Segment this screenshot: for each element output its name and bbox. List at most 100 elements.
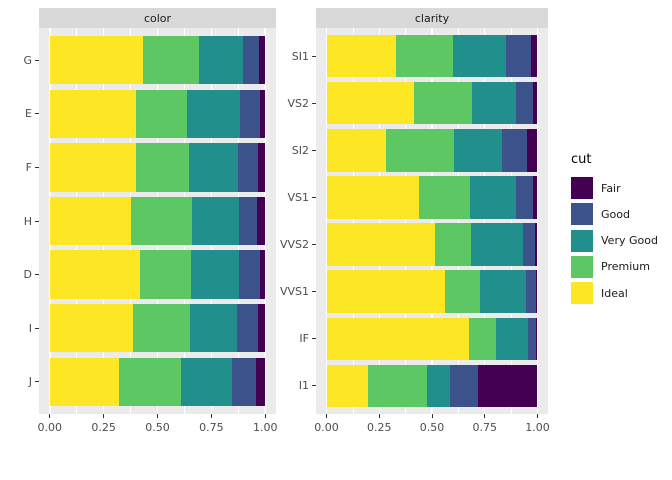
y-axis-label-SI2: SI2 <box>291 143 309 157</box>
bar-VS2-segment-fair <box>533 82 538 125</box>
y-axis-label-VS1: VS1 <box>287 190 309 204</box>
bar-F-segment-good <box>237 143 259 192</box>
y-axis-label-F: F <box>25 160 32 174</box>
bar-D-segment-premium <box>139 250 191 299</box>
facet-strip-color-label: color <box>143 11 172 25</box>
bar-VVS1-segment-very-good <box>480 270 526 313</box>
bar-VS2-segment-ideal <box>326 82 414 125</box>
x-axis-tick <box>49 414 51 418</box>
bar-J-segment-fair <box>255 357 265 406</box>
legend-label-good: Good <box>601 207 630 221</box>
bar-H <box>49 196 266 246</box>
bar-G <box>49 36 266 85</box>
bar-I-segment-good <box>237 304 259 353</box>
y-axis-label-E: E <box>25 107 32 121</box>
grid-minor-line <box>352 28 354 414</box>
x-axis-tick <box>157 414 158 418</box>
bar-E <box>49 89 266 138</box>
x-axis-label: 0.50 <box>419 421 445 434</box>
y-axis-label-IF: IF <box>299 332 309 346</box>
bar-VVS2-segment-ideal <box>326 223 435 266</box>
x-axis-label: 0.00 <box>314 421 339 434</box>
bar-VVS1 <box>326 270 538 313</box>
legend-label-very-good: Very Good <box>601 234 658 248</box>
x-axis-tick <box>264 414 266 418</box>
bar-H-segment-very-good <box>191 196 240 246</box>
bar-D <box>49 250 266 299</box>
bar-IF-segment-ideal <box>326 317 470 360</box>
bar-VVS2-segment-fair <box>534 223 538 266</box>
x-axis-tick <box>431 414 433 418</box>
y-axis-tick <box>35 274 39 276</box>
bar-E-segment-premium <box>135 89 187 138</box>
grid-major-line <box>483 28 486 414</box>
bar-F-segment-ideal <box>49 143 137 192</box>
y-axis-tick <box>312 55 316 57</box>
x-axis-tick <box>378 414 380 418</box>
bar-F-segment-premium <box>136 143 189 192</box>
bar-IF <box>326 317 538 360</box>
legend-key-ideal <box>571 282 593 305</box>
y-axis-tick <box>312 149 316 151</box>
bar-VS1-segment-fair <box>532 176 538 219</box>
grid-minor-line <box>405 28 407 414</box>
bar-I-segment-very-good <box>189 304 238 353</box>
facet-strip-color: color <box>39 8 276 28</box>
bar-I1-segment-fair <box>477 364 538 407</box>
bar-VVS2 <box>326 223 538 266</box>
bar-G-segment-very-good <box>198 36 243 85</box>
x-axis-tick <box>536 414 538 418</box>
y-axis-label-SI1: SI1 <box>291 49 309 63</box>
bar-SI2-segment-premium <box>386 129 454 172</box>
legend-key-good <box>571 203 593 226</box>
bar-VS1-segment-premium <box>419 176 471 219</box>
y-axis-tick <box>312 338 316 340</box>
x-axis-label: 0.75 <box>199 421 224 434</box>
y-axis-label-VVS1: VVS1 <box>279 285 309 299</box>
y-axis-label-H: H <box>23 214 32 228</box>
facet-panel-color <box>39 28 276 414</box>
grid-major-line <box>325 28 328 414</box>
bar-VS1-segment-good <box>516 176 533 219</box>
bar-H-segment-good <box>239 196 258 246</box>
bar-H-segment-ideal <box>49 196 131 246</box>
x-axis-tick <box>326 414 328 418</box>
y-axis-tick <box>312 291 316 293</box>
y-axis-label-I1: I1 <box>298 379 309 393</box>
bar-SI1-segment-good <box>505 35 531 78</box>
facet-strip-clarity-label: clarity <box>414 11 450 25</box>
bar-IF-segment-good <box>527 317 537 360</box>
legend-label-ideal: Ideal <box>601 286 628 300</box>
bar-G-segment-ideal <box>49 36 143 85</box>
bar-VVS2-segment-premium <box>434 223 472 266</box>
x-axis-tick <box>103 414 105 418</box>
x-axis-label: 0.00 <box>37 421 63 434</box>
bar-IF-segment-premium <box>469 317 497 360</box>
facet-strip-clarity: clarity <box>316 8 548 28</box>
bar-I1-segment-very-good <box>426 364 451 407</box>
grid-minor-line <box>457 28 459 414</box>
x-axis-label: 0.50 <box>145 421 170 434</box>
x-axis-label: 0.75 <box>472 421 497 434</box>
bar-J-segment-good <box>232 357 256 406</box>
y-axis-label-VVS2: VVS2 <box>279 238 309 252</box>
bar-F-segment-very-good <box>188 143 238 192</box>
bar-IF-segment-fair <box>536 317 538 360</box>
legend-key-premium <box>571 255 593 278</box>
bar-E-segment-good <box>239 89 261 138</box>
y-axis-tick <box>35 166 39 168</box>
y-axis-label-J: J <box>28 375 32 389</box>
bar-VVS1-segment-premium <box>444 270 481 313</box>
grid-major-line <box>536 28 539 414</box>
bar-J-segment-very-good <box>180 357 233 406</box>
bar-J <box>49 357 265 406</box>
bar-H-segment-premium <box>130 196 192 246</box>
bar-I1-segment-premium <box>368 364 427 407</box>
bar-I1 <box>326 364 538 407</box>
bar-D-segment-very-good <box>190 250 239 299</box>
bar-VVS2-segment-good <box>522 223 535 266</box>
grid-major-line <box>264 28 266 414</box>
bar-H-segment-fair <box>257 196 266 246</box>
y-axis-label-I: I <box>28 321 32 335</box>
